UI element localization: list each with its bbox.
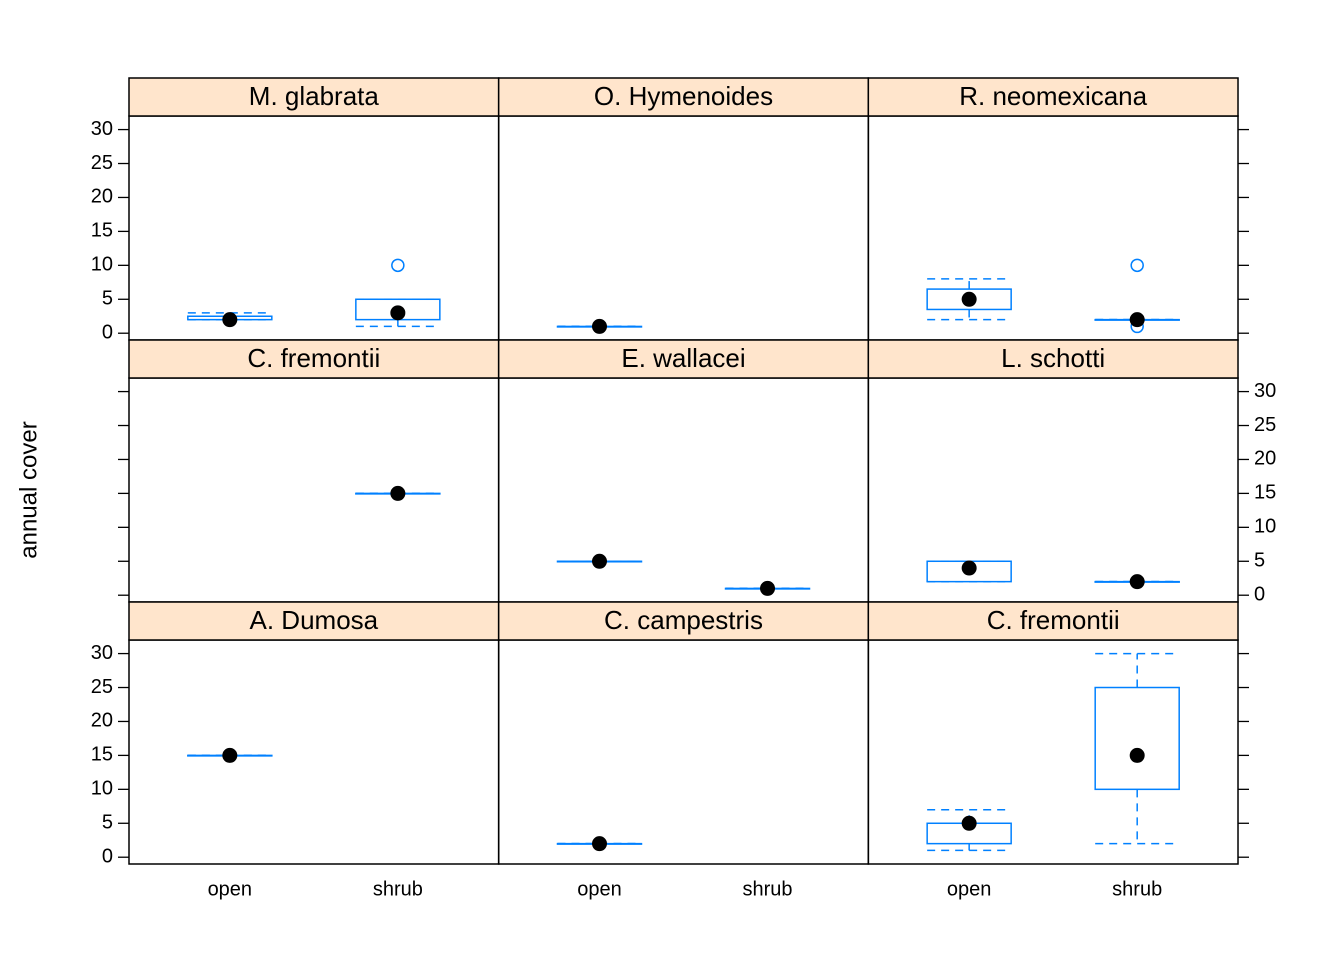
y-tick-label: 10: [1254, 516, 1276, 538]
median: [222, 747, 238, 763]
median: [390, 485, 406, 501]
median: [591, 318, 607, 334]
strip: [867, 339, 1239, 379]
x-tick-label: open: [208, 878, 253, 900]
median: [760, 580, 776, 596]
y-tick-label: 0: [102, 321, 113, 343]
y-tick-label: 10: [91, 254, 113, 276]
median: [591, 553, 607, 569]
strip-title: C. fremontii: [247, 343, 380, 373]
panel-frame: [867, 115, 1239, 341]
outlier: [1130, 258, 1144, 273]
strip-title: R. neomexicana: [959, 81, 1147, 111]
y-tick-label: 0: [102, 845, 113, 867]
panel-frame: [128, 639, 500, 865]
strip: [497, 339, 870, 379]
y-tick-label: 30: [1254, 380, 1276, 402]
y-tick-label: 5: [102, 288, 113, 310]
median: [390, 305, 406, 321]
median: [961, 291, 977, 307]
median: [1129, 747, 1145, 763]
y-tick-label: 25: [1254, 414, 1276, 436]
strip-title: C. fremontii: [987, 605, 1120, 635]
y-tick-label: 15: [1254, 482, 1276, 504]
strip: [497, 601, 870, 641]
y-axis-title: annual cover: [15, 421, 42, 558]
panel-frame: [497, 115, 870, 341]
y-tick-label: 20: [1254, 448, 1276, 470]
strip: [497, 77, 870, 117]
x-tick-label: open: [947, 878, 992, 900]
strip: [867, 601, 1239, 641]
strip-title: A. Dumosa: [250, 605, 379, 635]
median: [1129, 312, 1145, 328]
y-tick-label: 15: [91, 220, 113, 242]
panel-frame: [497, 639, 870, 865]
strip: [867, 77, 1239, 117]
x-tick-label: shrub: [1112, 878, 1162, 900]
panel-frame: [867, 377, 1239, 603]
median: [1129, 574, 1145, 590]
y-tick-label: 25: [91, 152, 113, 174]
median: [961, 560, 977, 576]
outlier: [391, 258, 405, 273]
y-tick-label: 30: [91, 642, 113, 664]
y-tick-label: 25: [91, 676, 113, 698]
y-tick-label: 30: [91, 118, 113, 140]
strip-title: C. campestris: [604, 605, 763, 635]
strip: [128, 77, 500, 117]
panel-frame: [497, 377, 870, 603]
strip-title: O. Hymenoides: [594, 81, 773, 111]
median: [222, 312, 238, 328]
y-tick-label: 20: [91, 186, 113, 208]
y-tick-label: 10: [91, 778, 113, 800]
y-tick-label: 5: [102, 812, 113, 834]
median: [591, 836, 607, 852]
panel-frame: [128, 115, 500, 341]
panel-frame: [867, 639, 1239, 865]
x-tick-label: shrub: [373, 878, 423, 900]
strip-title: M. glabrata: [249, 81, 380, 111]
y-tick-label: 5: [1254, 550, 1265, 572]
strip-title: L. schotti: [1001, 343, 1105, 373]
y-tick-label: 0: [1254, 583, 1265, 605]
median: [961, 815, 977, 831]
x-tick-label: open: [577, 878, 622, 900]
strip-title: E. wallacei: [621, 343, 745, 373]
y-tick-label: 15: [91, 744, 113, 766]
y-tick-label: 20: [91, 710, 113, 732]
x-tick-label: shrub: [743, 878, 793, 900]
panel-frame: [128, 377, 500, 603]
box: [1094, 686, 1180, 791]
